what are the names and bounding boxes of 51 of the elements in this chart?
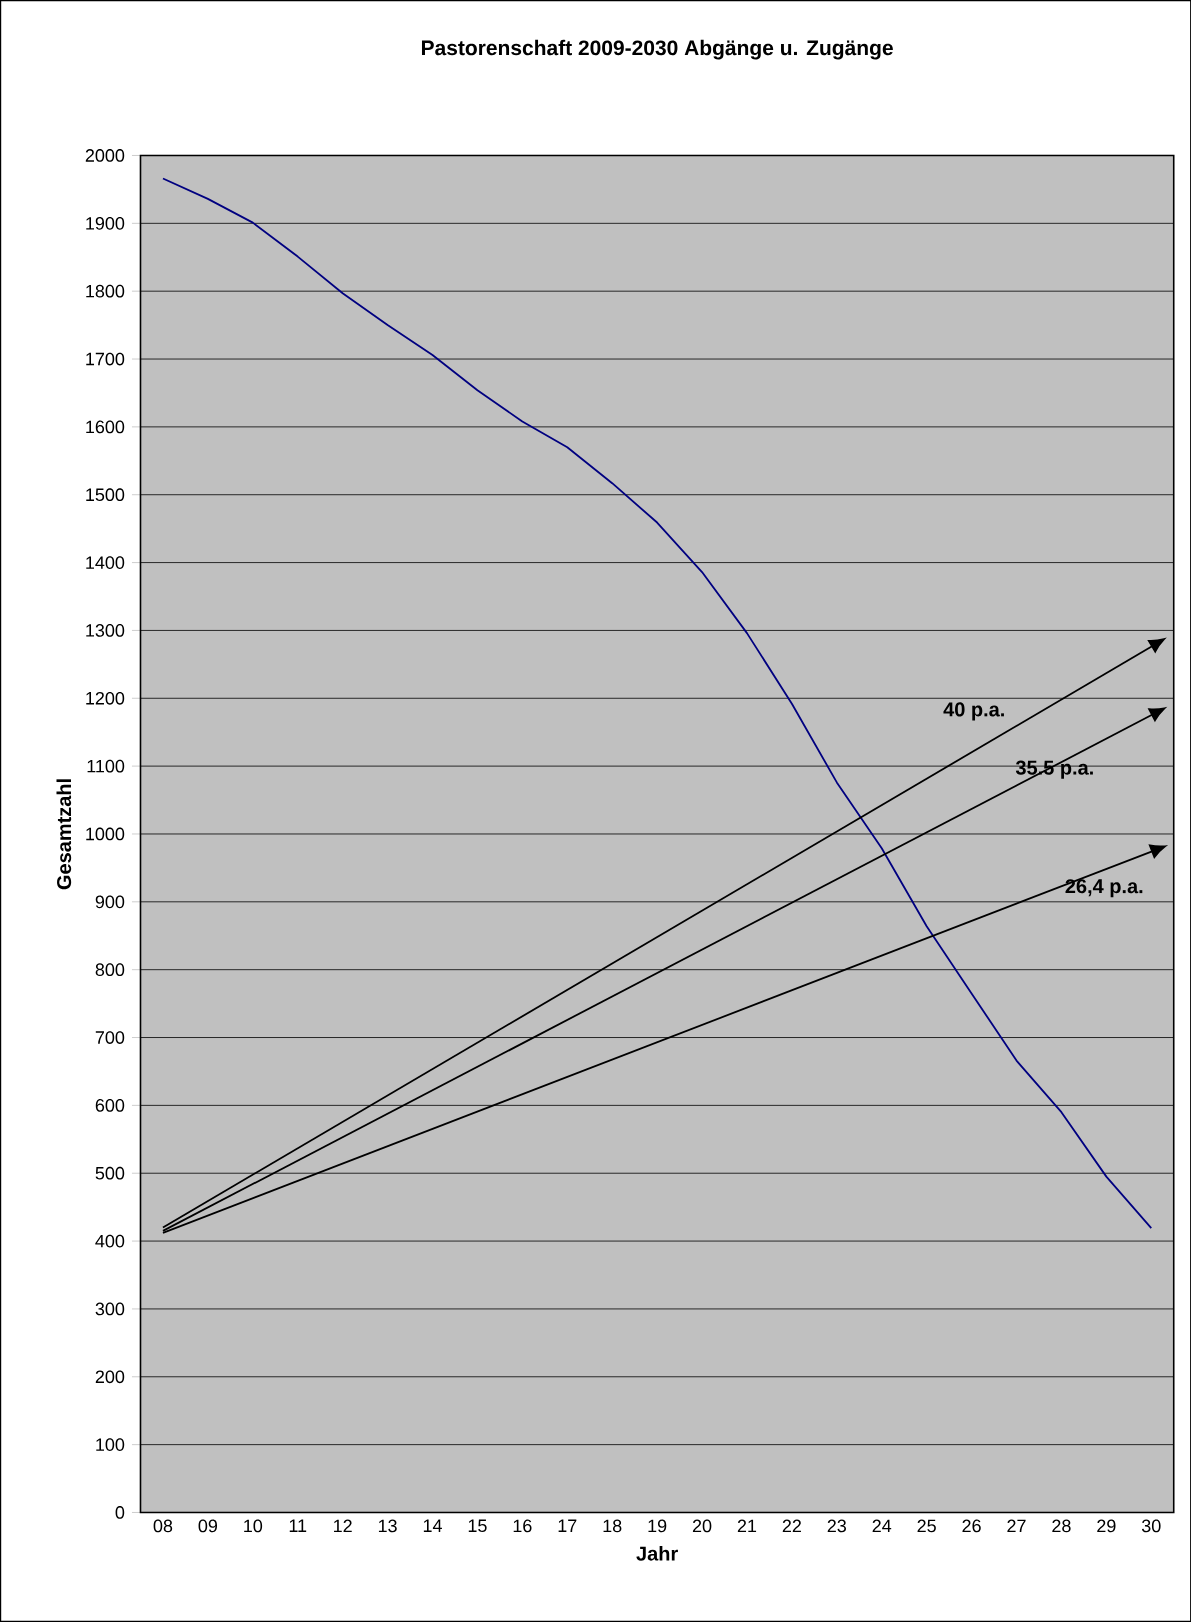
- series-label: 40 p.a.: [943, 702, 1004, 721]
- y-tick-label: 100: [96, 1438, 125, 1451]
- x-axis-title: Jahr: [636, 1545, 678, 1561]
- y-axis-title: Gesamtzahl: [56, 779, 72, 890]
- y-tick-label: 500: [95, 1166, 125, 1180]
- y-tick-label: 700: [95, 1031, 125, 1044]
- series-label: 35.5 p.a.: [1015, 760, 1093, 779]
- y-tick-label: 400: [95, 1234, 125, 1248]
- y-tick-label: 900: [95, 895, 125, 909]
- x-tick-label: 24: [872, 1519, 892, 1533]
- x-tick-label: 22: [782, 1519, 801, 1533]
- x-tick-label: 27: [1007, 1519, 1026, 1533]
- x-tick-label: 19: [648, 1519, 667, 1533]
- x-tick-label: 13: [378, 1519, 397, 1533]
- x-tick-label: 26: [962, 1519, 981, 1533]
- y-tick-label: 1400: [86, 556, 125, 569]
- x-tick-label: 30: [1141, 1519, 1161, 1533]
- y-tick-label: 1900: [86, 216, 125, 230]
- series-label: 26,4 p.a.: [1065, 879, 1143, 898]
- x-tick-label: 21: [737, 1519, 756, 1533]
- y-tick-label: 1300: [86, 624, 125, 637]
- x-tick-label: 18: [603, 1519, 622, 1533]
- x-tick-label: 11: [289, 1519, 307, 1532]
- x-tick-label: 16: [513, 1519, 532, 1533]
- y-tick-label: 300: [95, 1302, 125, 1316]
- y-tick-label: 0: [115, 1506, 125, 1519]
- y-tick-label: 1500: [86, 488, 125, 502]
- y-tick-label: 2000: [85, 149, 125, 162]
- x-tick-label: 09: [198, 1519, 217, 1533]
- x-tick-label: 12: [333, 1519, 352, 1533]
- y-tick-label: 1100: [87, 759, 125, 773]
- x-tick-label: 14: [423, 1519, 442, 1532]
- x-tick-label: 29: [1097, 1519, 1116, 1533]
- y-tick-label: 1800: [86, 284, 125, 298]
- y-tick-label: 1700: [86, 352, 125, 366]
- x-tick-label: 08: [153, 1519, 173, 1533]
- chart-title: Pastorenschaft 2009-2030 Abgänge u. Zugänge: [421, 39, 893, 60]
- x-tick-label: 20: [692, 1519, 712, 1533]
- line-series: [161, 177, 1153, 1230]
- x-tick-label: 15: [468, 1519, 487, 1533]
- x-tick-label: 17: [558, 1519, 577, 1532]
- x-tick-label: 28: [1052, 1519, 1071, 1533]
- y-tick-label: 600: [95, 1099, 125, 1112]
- y-tick-label: 200: [95, 1370, 125, 1384]
- y-tick-label: 1200: [86, 691, 125, 705]
- y-tick-label: 1600: [86, 420, 125, 434]
- x-tick-label: 10: [244, 1519, 262, 1533]
- x-tick-label: 23: [827, 1519, 846, 1533]
- y-tick-label: 1000: [86, 827, 125, 841]
- y-tick-label: 800: [95, 963, 125, 977]
- x-tick-label: 25: [917, 1519, 936, 1533]
